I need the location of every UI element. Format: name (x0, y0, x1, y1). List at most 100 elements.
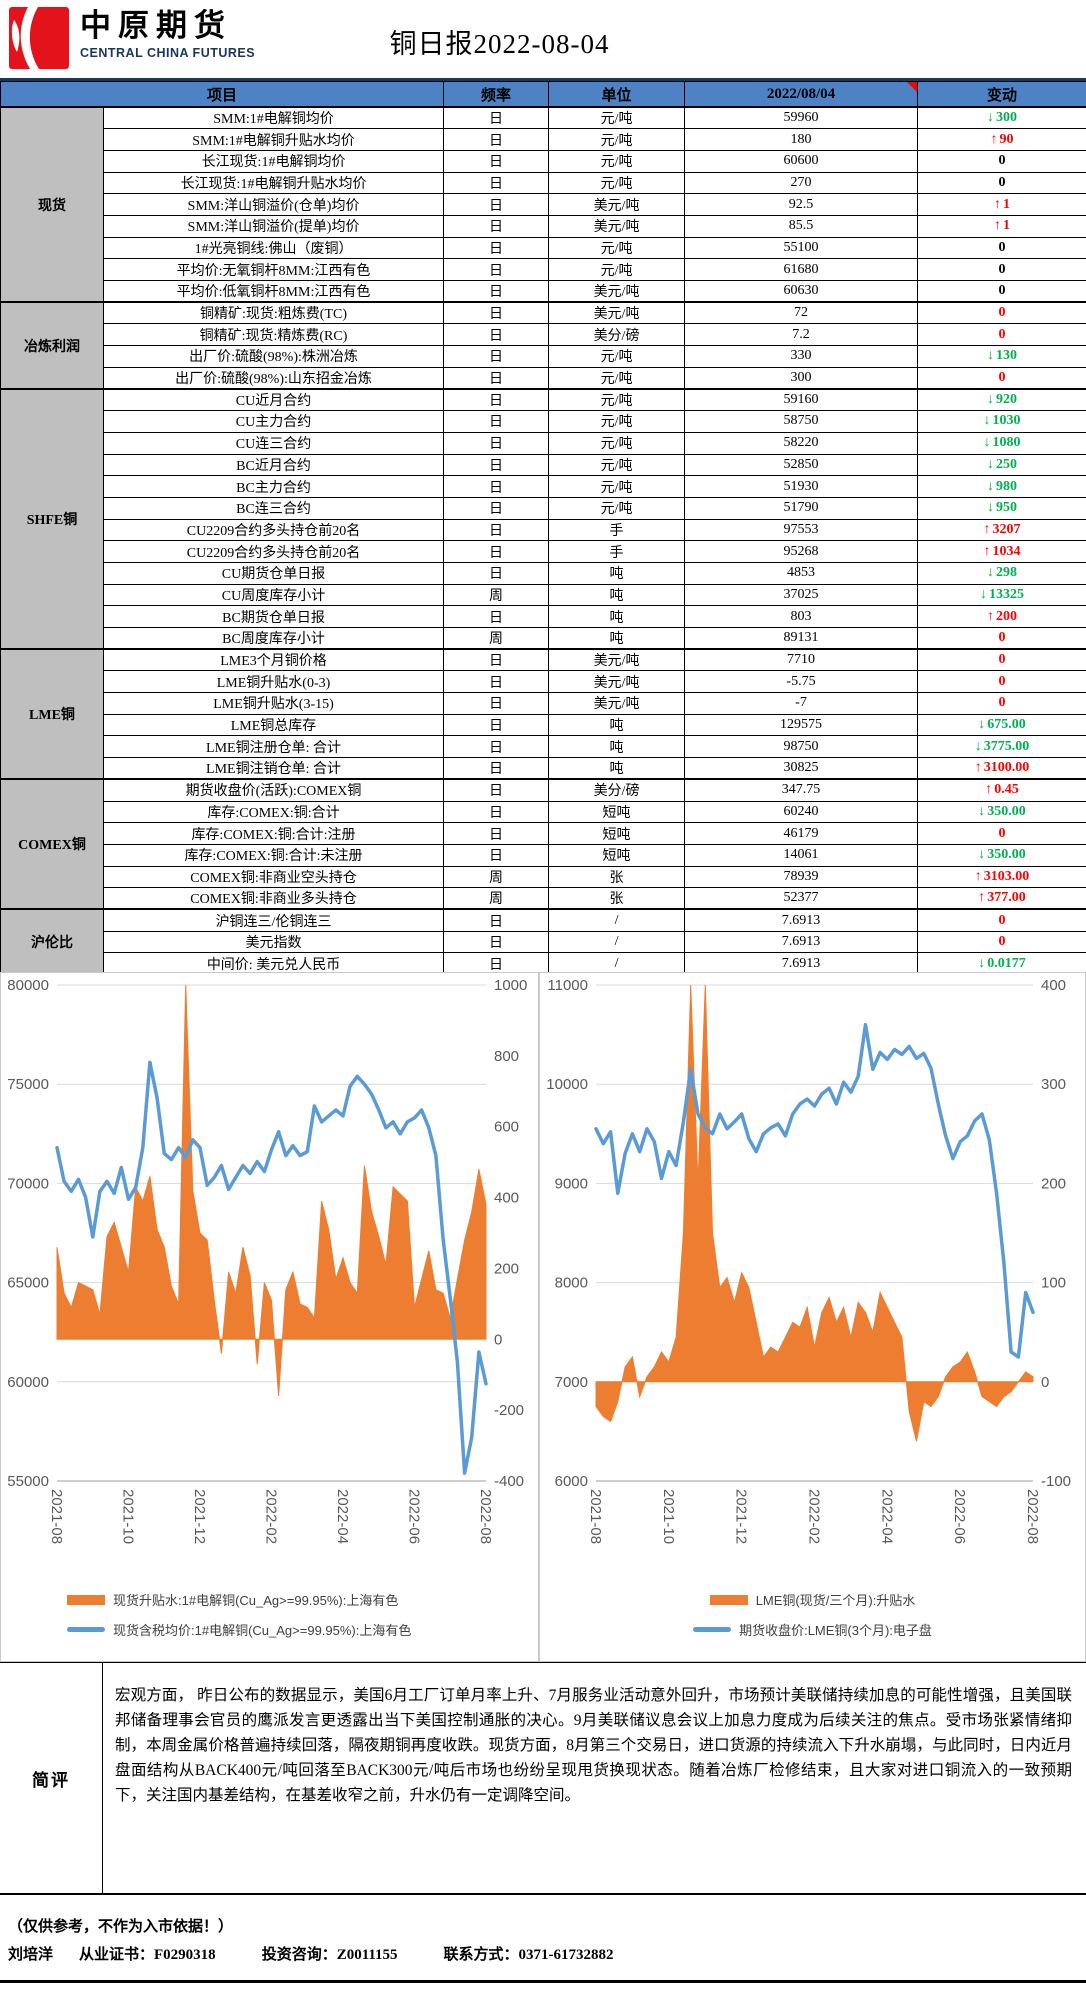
cell-unit: 短吨 (548, 843, 686, 867)
comment-text: 宏观方面， 昨日公布的数据显示，美国6月工厂订单月率上升、7月服务业活动意外回升… (115, 1687, 1072, 1804)
cell-freq: 日 (443, 236, 550, 260)
cell-item: 1#光亮铜线:佛山（废铜） (102, 236, 445, 260)
cell-change: ↑ 200 (917, 605, 1086, 628)
cell-freq: 日 (443, 128, 550, 151)
table-row: 中间价: 美元兑人民币日/7.6913 ↓ 0.0177 (1, 952, 1086, 975)
cell-change: ↑ 1 (917, 214, 1086, 238)
table-row: BC近月合约日元/吨 52850 ↓ 250 (1, 453, 1086, 477)
cell-value: 347.75 (684, 778, 919, 802)
cell-item: COMEX铜:非商业多头持仓 (102, 887, 445, 910)
cell-freq: 周 (443, 583, 550, 607)
cell-freq: 日 (443, 453, 550, 477)
svg-text:2022-08: 2022-08 (1024, 1489, 1041, 1544)
svg-text:11000: 11000 (547, 977, 588, 994)
svg-text:2022-06: 2022-06 (951, 1489, 968, 1544)
cell-unit: / (548, 930, 686, 954)
cell-unit: 元/吨 (548, 431, 686, 455)
logo-cn-text: 中原期货 (80, 8, 232, 43)
cell-freq: 日 (443, 258, 550, 281)
cell-value: 55100 (684, 236, 919, 260)
cell-freq: 日 (443, 713, 550, 737)
cell-freq: 日 (443, 518, 550, 542)
cell-item: SMM:1#电解铜升贴水均价 (102, 128, 445, 151)
svg-text:2022-04: 2022-04 (334, 1489, 351, 1544)
cell-change: ↓ 13325 (917, 583, 1086, 607)
cell-value: 270 (684, 171, 919, 195)
cell-value: 4853 (684, 561, 919, 585)
up-arrow-icon: ↑ (985, 782, 993, 798)
cell-change: ↓ 675.00 (917, 713, 1086, 737)
table-row: LME铜 LME3个月铜价格日美元/吨 7710 0 (0, 648, 1086, 780)
cell-freq: 日 (443, 193, 550, 216)
svg-text:9000: 9000 (555, 1175, 588, 1192)
cell-change: ↑ 1 (917, 193, 1086, 216)
line-series-swatch (693, 1627, 732, 1632)
table-row: SMM:洋山铜溢价(仓单)均价日美元/吨 92.5 ↑ 1 (1, 193, 1086, 216)
logo-en-text: CENTRAL CHINA FUTURES (80, 46, 256, 60)
cell-item: 平均价:无氧铜杆8MM:江西有色 (102, 258, 445, 281)
cell-change: ↓ 950 (917, 496, 1086, 520)
cell-item: BC主力合约 (102, 475, 445, 498)
cell-unit: 元/吨 (548, 387, 686, 412)
logo-icon (9, 7, 69, 69)
disclaimer-text: （仅供参考，不作为入市依据！） (8, 1919, 234, 1935)
cell-unit: 美元/吨 (548, 214, 686, 238)
cell-value: 89131 (684, 627, 919, 650)
cell-freq: 日 (443, 822, 550, 845)
cell-change: 0 (917, 323, 1086, 347)
cell-item: 铜精矿:现货:粗炼费(TC) (102, 301, 445, 325)
cell-unit: 张 (548, 887, 686, 910)
cell-item: 长江现货:1#电解铜均价 (102, 149, 445, 173)
cell-unit: 美元/吨 (548, 670, 686, 694)
cell-value: 7710 (684, 648, 919, 672)
svg-text:0: 0 (494, 1331, 502, 1348)
cell-item: CU2209合约多头持仓前20名 (102, 518, 445, 542)
cell-freq: 日 (443, 475, 550, 498)
cell-freq: 日 (443, 171, 550, 195)
report-footer: （仅供参考，不作为入市依据！） 刘培洋 从业证书：F0290318 投资咨询：Z… (0, 1893, 1086, 2005)
cell-change: ↑ 3207 (917, 518, 1086, 542)
cell-change: ↑ 90 (917, 128, 1086, 151)
up-arrow-icon: ↑ (987, 608, 995, 624)
cell-freq: 日 (443, 301, 550, 325)
cell-unit: 吨 (548, 735, 686, 759)
legend-label: 现货升贴水:1#电解铜(Cu_Ag>=99.95%):上海有色 (113, 1593, 399, 1608)
up-arrow-icon: ↑ (974, 760, 982, 776)
svg-text:400: 400 (494, 1190, 519, 1207)
cell-item: SMM:1#电解铜均价 (102, 106, 445, 130)
cell-unit: 元/吨 (548, 410, 686, 433)
cell-unit: 元/吨 (548, 149, 686, 173)
analyst-info-line: 刘培洋 从业证书：F0290318 投资咨询：Z0011155 联系方式：037… (8, 1943, 1078, 1964)
table-row: CU主力合约日元/吨 58750 ↓ 1030 (1, 410, 1086, 433)
cell-item: 库存:COMEX:铜:合计 (102, 800, 445, 824)
down-arrow-icon: ↓ (983, 413, 991, 429)
svg-text:65000: 65000 (7, 1275, 49, 1292)
cell-change: ↑ 3100.00 (917, 757, 1086, 780)
cell-value: 98750 (684, 735, 919, 759)
cell-item: COMEX铜:非商业空头持仓 (102, 865, 445, 889)
cell-freq: 日 (443, 735, 550, 759)
cell-freq: 日 (443, 431, 550, 455)
cell-change: ↓ 298 (917, 561, 1086, 585)
cell-change: ↓ 1080 (917, 431, 1086, 455)
down-arrow-icon: ↓ (987, 392, 995, 408)
group-label: 冶炼利润 (0, 301, 104, 390)
legend-item: LME铜(现货/三个月):升贴水 (709, 1590, 915, 1609)
cell-item: CU周度库存小计 (102, 583, 445, 607)
cell-item: CU连三合约 (102, 431, 445, 455)
table-row: SMM:1#电解铜升贴水均价日元/吨 180 ↑ 90 (1, 128, 1086, 151)
cell-unit: 元/吨 (548, 128, 686, 151)
legend-item: 现货含税均价:1#电解铜(Cu_Ag>=99.95%):上海有色 (67, 1620, 411, 1639)
charts-section: 80000 75000 70000 65000 60000 55000 1000 800 600… (0, 972, 1086, 1662)
advisory-cert: 投资咨询：Z0011155 (261, 1947, 398, 1963)
table-row: 库存:COMEX:铜:合计:注册日短吨 46179 0 (1, 822, 1086, 845)
table-row: 美元指数日/7.6913 0 (1, 930, 1086, 954)
svg-text:1000: 1000 (494, 977, 527, 994)
table-row: 铜精矿:现货:精炼费(RC) 日美分/磅 7.2 0 (1, 323, 1086, 347)
cell-change: ↓ 980 (917, 475, 1086, 498)
svg-text:200: 200 (1041, 1175, 1066, 1192)
table-row: CU连三合约日元/吨 58220 ↓ 1080 (1, 431, 1086, 455)
cell-item: 铜精矿:现货:精炼费(RC) (102, 323, 445, 347)
cell-value: 330 (684, 345, 919, 368)
